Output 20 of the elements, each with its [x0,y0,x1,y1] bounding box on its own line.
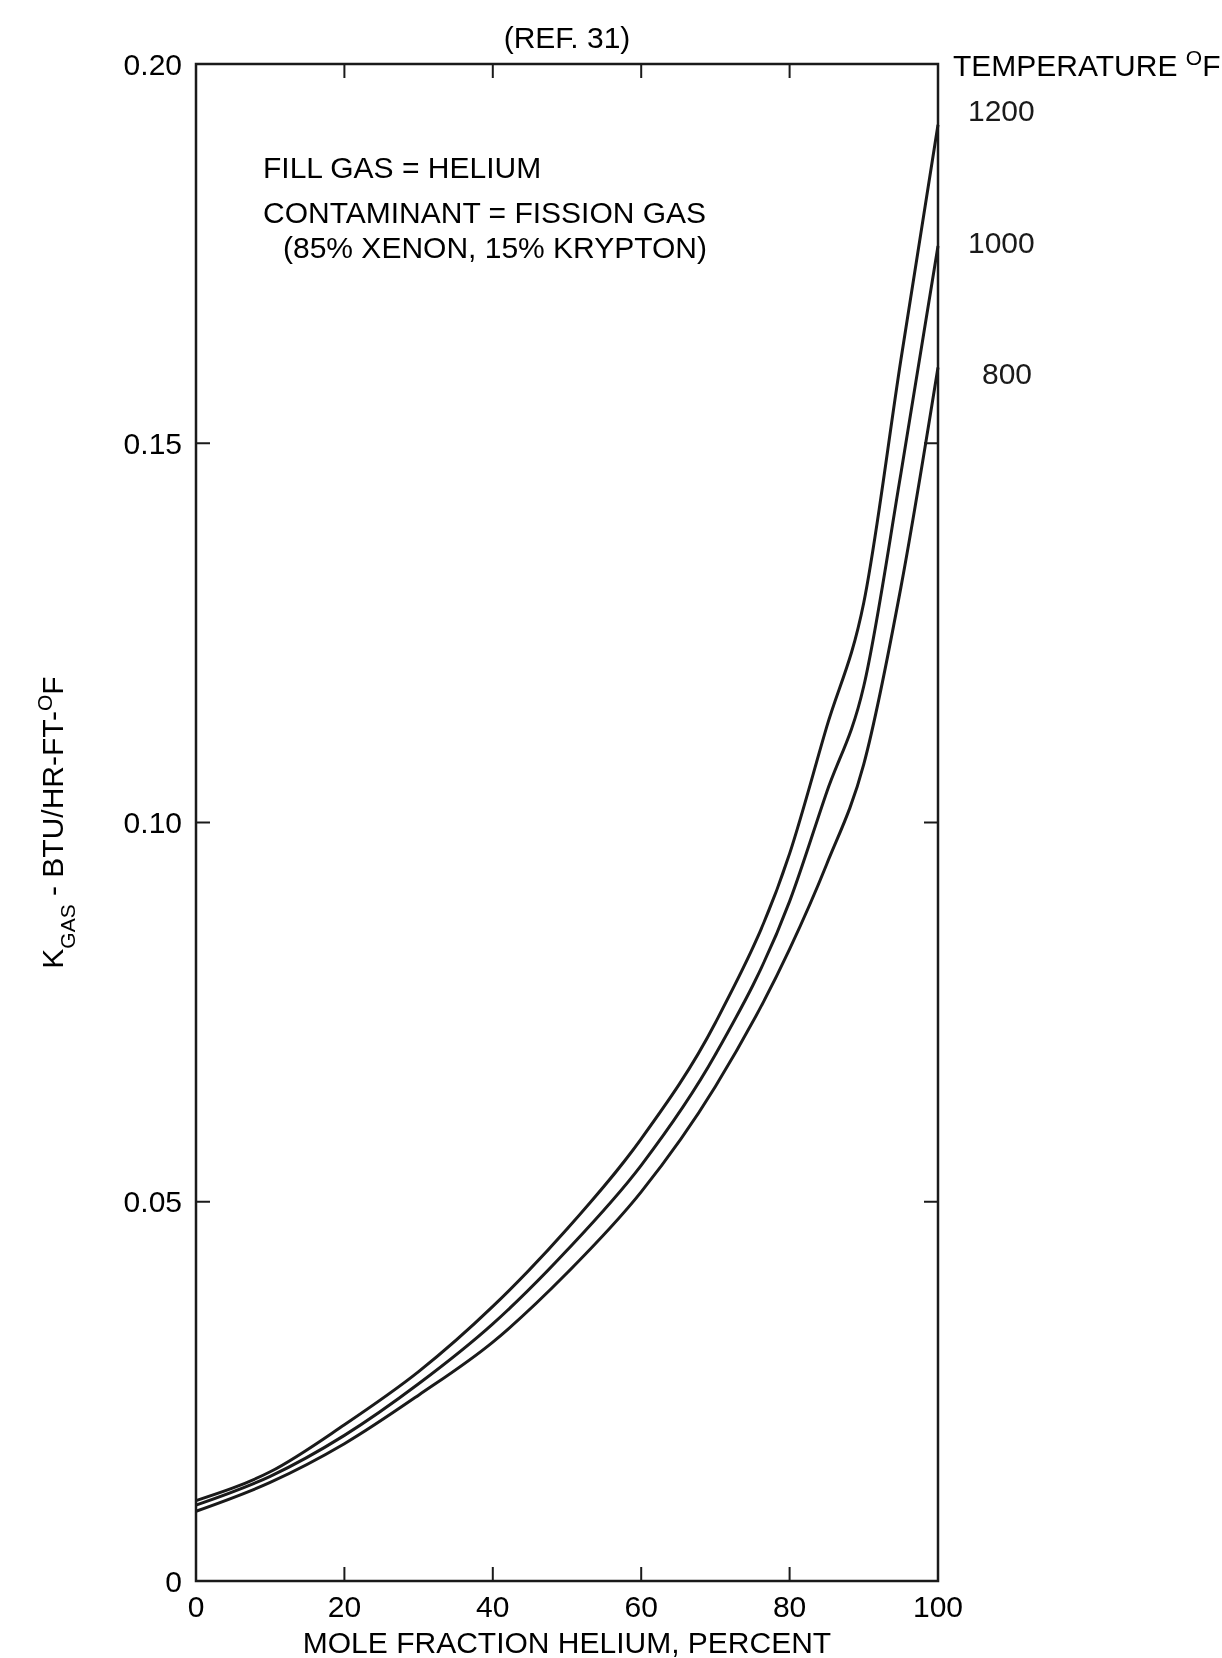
y-tick-label: 0.10 [123,806,182,839]
y-tick-label: 0.20 [123,47,182,81]
x-tick-label: 80 [772,1590,807,1623]
y-tick-label: 0 [165,1564,182,1598]
x-axis-title: MOLE FRACTION HELIUM, PERCENT [302,1626,832,1658]
y-tick-label: 0.05 [123,1185,182,1219]
x-tick-label: 20 [327,1590,362,1623]
y-tick-label: 0.15 [123,426,182,460]
series-label: 1200 [968,94,1035,128]
series-label: 1000 [968,225,1035,259]
x-tick-label: 0 [187,1590,205,1623]
annotation: FILL GAS = HELIUM [263,151,542,184]
chart-title: (REF. 31) [503,21,631,54]
x-tick-label: 40 [476,1590,510,1623]
series-label: 800 [982,356,1033,390]
x-tick-label: 60 [624,1590,658,1623]
annotation: CONTAMINANT = FISSION GAS [263,196,707,229]
annotation: (85% XENON, 15% KRYPTON) [283,231,708,264]
x-tick-label: 100 [912,1590,964,1623]
legend-title: TEMPERATURE $^{O}$F [953,45,1221,82]
